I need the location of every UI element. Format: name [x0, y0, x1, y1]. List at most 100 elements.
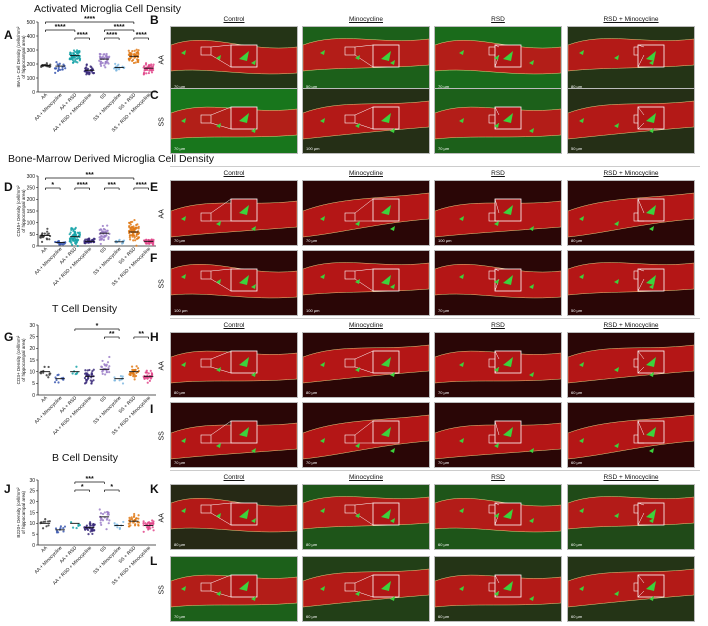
data-point — [129, 223, 132, 226]
row-label-aa: AA — [158, 513, 166, 523]
panel-label-k: K — [150, 482, 159, 496]
data-point — [147, 63, 151, 67]
micrograph-panel: 70 µm — [302, 180, 430, 246]
data-point — [135, 244, 138, 247]
data-point — [43, 365, 46, 368]
data-point — [107, 367, 110, 370]
data-point — [46, 230, 49, 233]
scale-bar-label: 100 µm — [306, 308, 320, 313]
data-point — [54, 71, 57, 74]
data-point — [54, 376, 57, 379]
significance-stars: * — [110, 484, 113, 491]
tissue-band — [435, 40, 561, 75]
scale-bar-label: 80 µm — [306, 542, 318, 547]
data-point — [133, 49, 136, 52]
tissue-band — [171, 498, 297, 533]
tissue-band — [435, 198, 561, 238]
tissue-band — [568, 100, 694, 140]
data-point — [73, 234, 76, 237]
data-point — [145, 242, 148, 245]
data-point — [75, 526, 78, 530]
data-point — [85, 238, 89, 241]
data-point — [145, 238, 148, 241]
data-point — [128, 238, 132, 241]
data-point — [92, 379, 95, 382]
column-header-rsd: RSD — [491, 170, 505, 177]
data-point — [128, 234, 131, 237]
data-point — [100, 365, 104, 369]
tissue-band — [568, 414, 694, 460]
data-point — [107, 511, 110, 514]
data-point — [100, 523, 103, 526]
x-tick-label: AA — [40, 246, 49, 255]
data-point — [129, 373, 132, 376]
data-point — [87, 373, 90, 377]
y-axis-label: B220+ Density (cell/mm² — [16, 487, 21, 538]
data-point — [143, 376, 146, 379]
scale-bar-label: 60 µm — [438, 614, 450, 619]
micrograph-panel: 100 µm — [302, 88, 430, 154]
data-point — [73, 231, 76, 234]
data-point — [46, 238, 49, 241]
column-header-rsd: RSD — [491, 16, 505, 23]
data-point — [89, 522, 92, 525]
column-header-control: Control — [223, 322, 245, 329]
data-point — [58, 243, 61, 246]
data-point — [72, 228, 75, 231]
data-point — [84, 378, 88, 381]
data-point — [59, 527, 62, 530]
data-point — [86, 377, 90, 380]
data-point — [89, 65, 92, 68]
row-label-aa: AA — [158, 209, 166, 219]
data-point — [136, 58, 139, 61]
tissue-band — [435, 498, 561, 533]
micrograph-panel: 70 µm — [434, 402, 562, 468]
data-point — [83, 372, 87, 375]
data-point — [147, 238, 150, 242]
data-point — [45, 62, 48, 65]
data-point — [149, 369, 152, 372]
data-point — [152, 63, 155, 66]
data-point — [151, 65, 155, 68]
panel-label-e: E — [150, 180, 159, 194]
scale-bar-label: 100 µm — [174, 308, 188, 313]
data-point — [74, 50, 77, 53]
micrograph-panel: 80 µm — [302, 332, 430, 398]
data-point — [132, 61, 136, 65]
data-point — [99, 519, 102, 522]
data-point — [68, 233, 71, 236]
tissue-band — [303, 192, 429, 238]
data-point — [129, 371, 132, 375]
data-point — [121, 375, 124, 378]
data-point — [104, 373, 107, 376]
significance-stars: **** — [77, 32, 88, 39]
data-point — [137, 524, 140, 527]
tissue-band — [171, 40, 297, 75]
data-point — [77, 232, 80, 235]
data-point — [68, 240, 72, 243]
data-point — [103, 511, 106, 514]
data-point — [135, 371, 138, 374]
y-tick-label: 0 — [32, 90, 35, 96]
data-point — [75, 57, 79, 60]
data-point — [133, 218, 136, 222]
data-point — [57, 531, 60, 534]
data-point — [105, 363, 108, 366]
data-point — [147, 372, 150, 375]
data-point — [92, 71, 96, 75]
data-point — [101, 359, 104, 363]
data-point — [70, 228, 73, 231]
micrograph-panel: 70 µm — [434, 250, 562, 316]
tissue-band — [171, 350, 297, 384]
y-tick-label: 500 — [27, 20, 36, 26]
y-tick-label: 25 — [29, 334, 35, 340]
data-point — [143, 69, 146, 72]
data-point — [83, 241, 86, 244]
column-header-minocycline: Minocycline — [349, 322, 383, 329]
data-point — [69, 521, 73, 524]
x-tick-label: SS — [99, 92, 108, 101]
data-point — [56, 69, 60, 72]
micrograph-panel: 80 µm — [567, 26, 695, 92]
data-point — [108, 355, 111, 359]
column-header-minocycline: Minocycline — [349, 474, 383, 481]
